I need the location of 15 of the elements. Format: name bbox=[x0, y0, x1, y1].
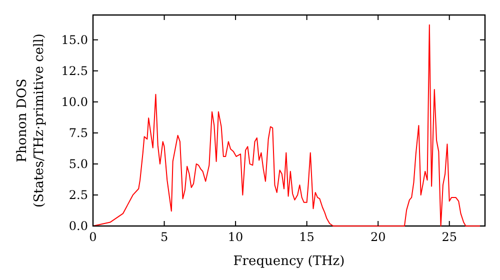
y-tick-label: 0.0 bbox=[68, 219, 88, 233]
x-tick-label: 25 bbox=[442, 230, 458, 244]
x-tick-label: 20 bbox=[370, 230, 386, 244]
y-tick-label: 15.0 bbox=[61, 32, 88, 47]
x-tick-label: 15 bbox=[299, 230, 314, 244]
x-tick-label: 10 bbox=[228, 230, 244, 244]
x-axis-title: Frequency (THz) bbox=[233, 254, 345, 269]
x-tick-label: 5 bbox=[160, 230, 168, 244]
y-tick-label: 5.0 bbox=[68, 156, 88, 171]
y-tick-label: 2.5 bbox=[68, 188, 88, 202]
y-axis-title: Phonon DOS (States/THz·primitive cell) bbox=[15, 33, 47, 208]
x-tick-label: 0 bbox=[89, 230, 97, 244]
y-tick-label: 12.5 bbox=[61, 64, 88, 78]
y-tick-label: 10.0 bbox=[61, 94, 88, 109]
y-tick-label: 7.5 bbox=[68, 126, 88, 140]
